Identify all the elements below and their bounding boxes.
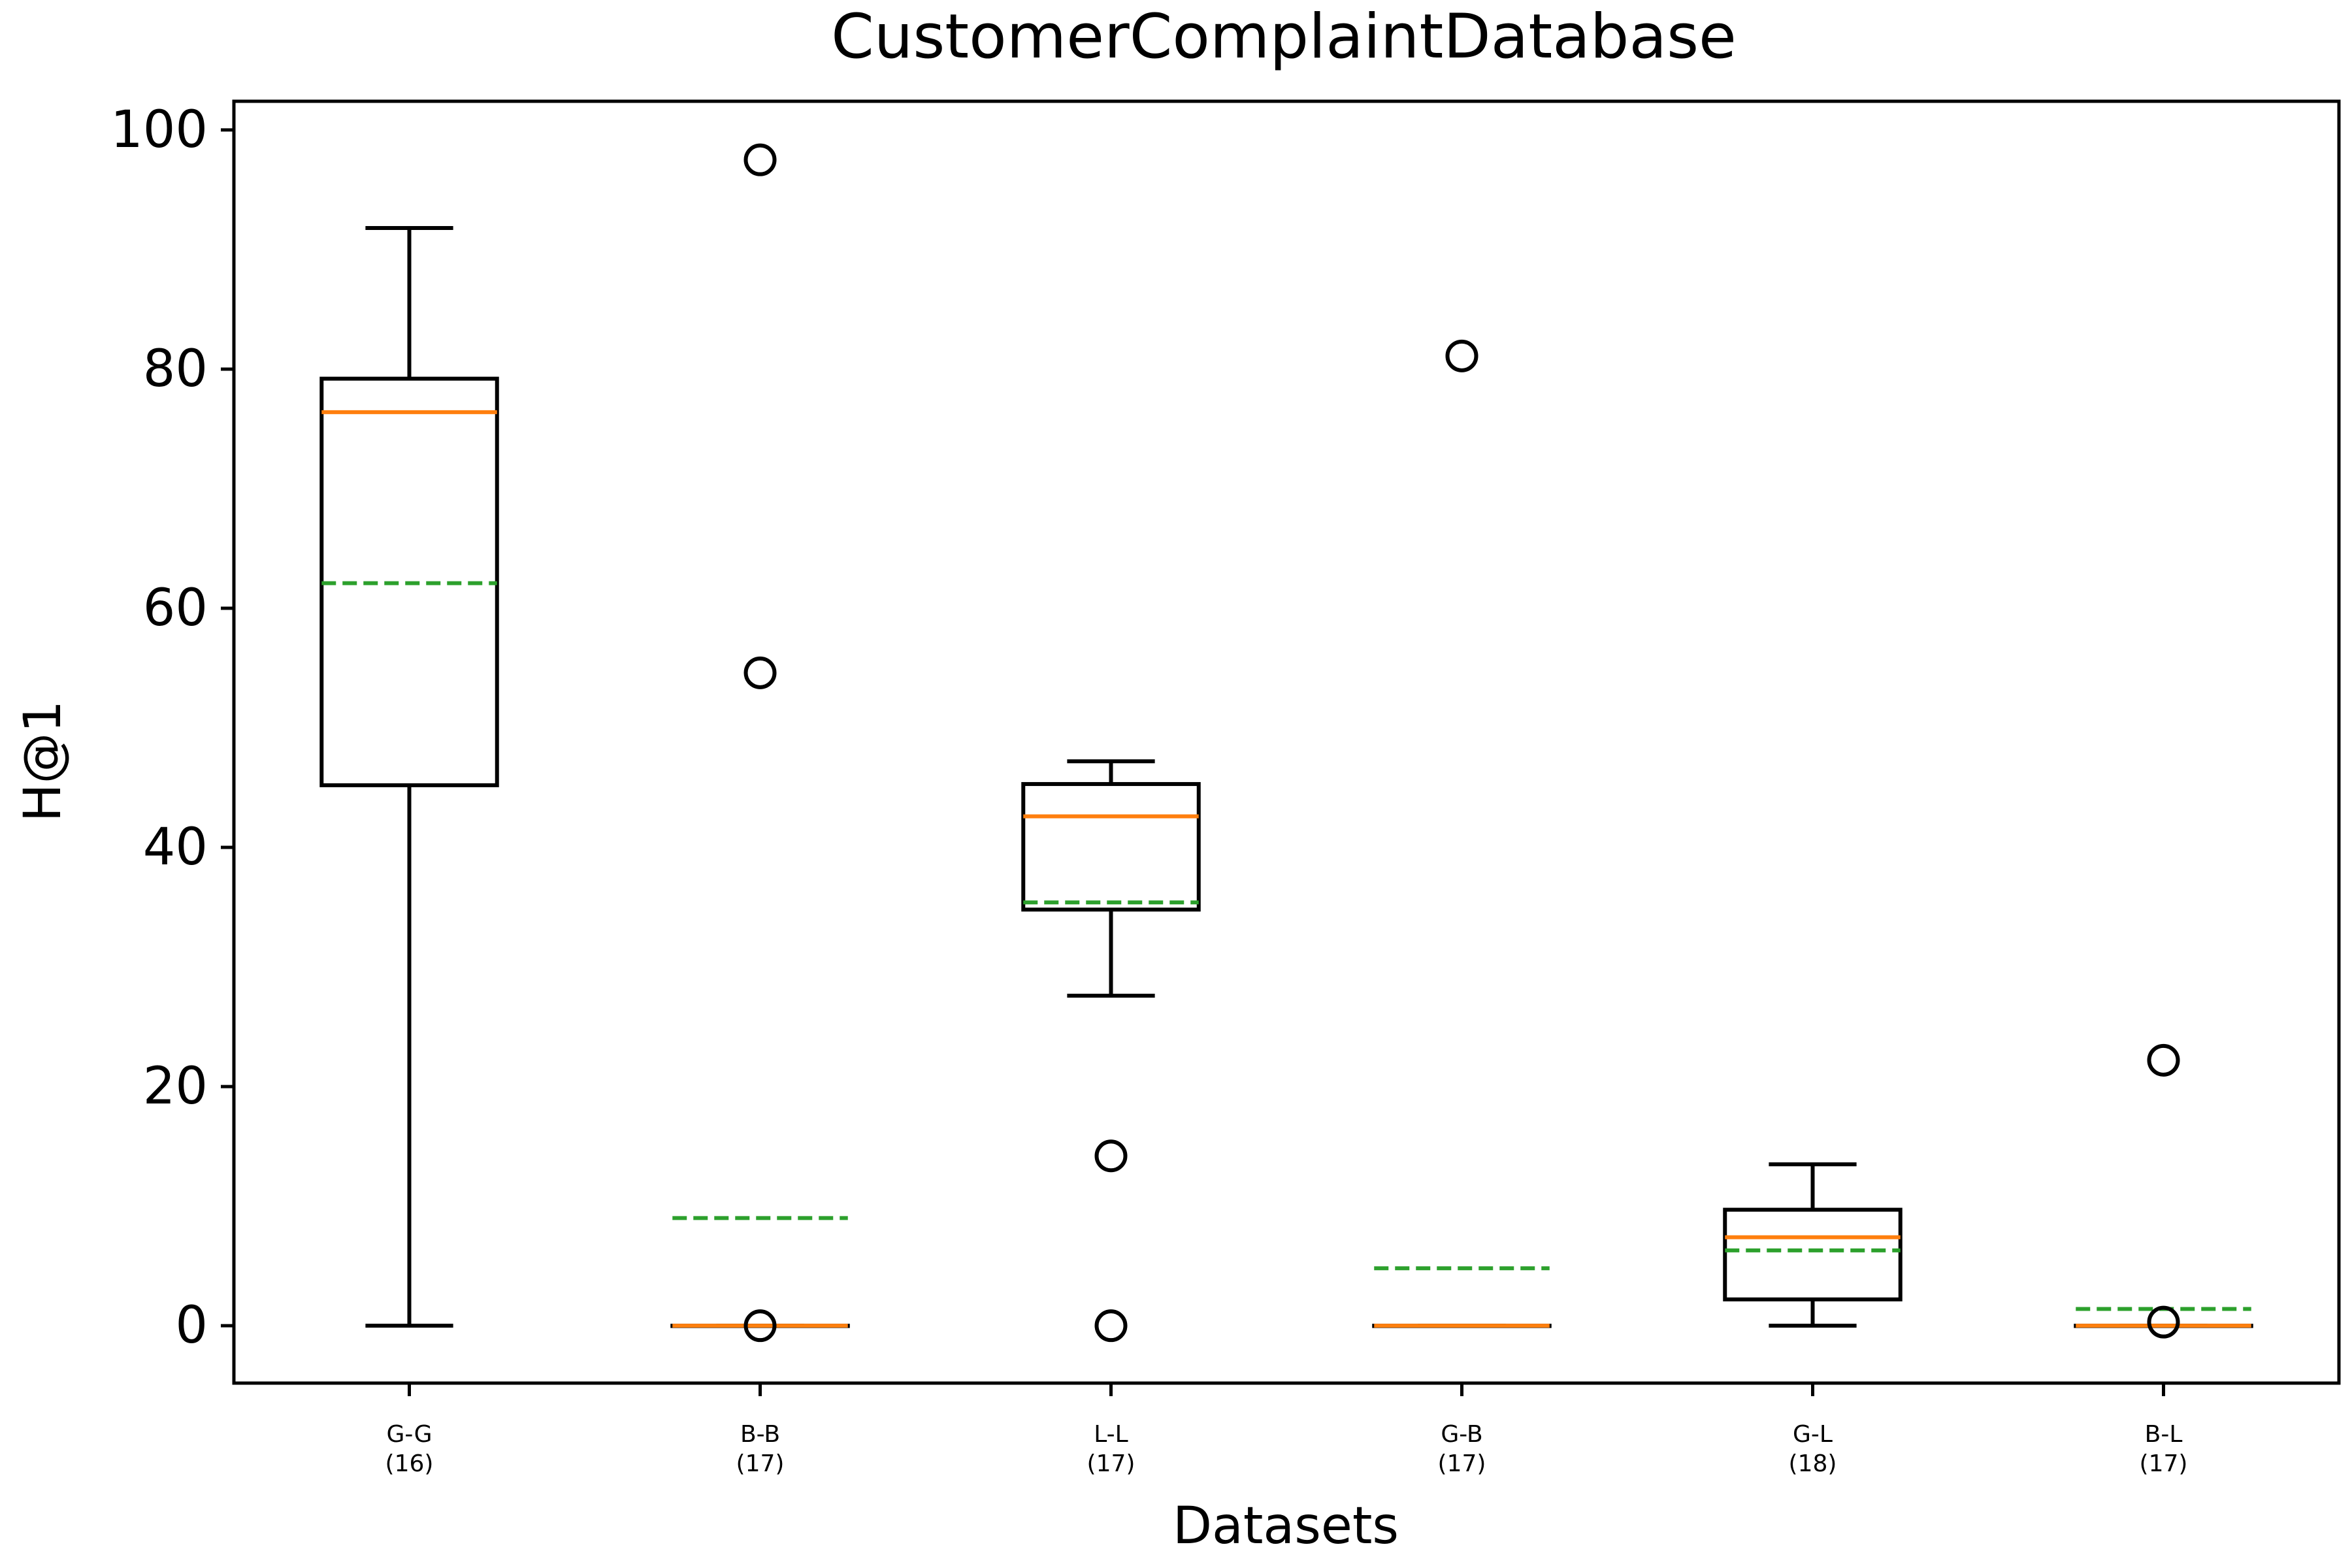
box-group-l-l [1021,759,1201,1343]
x-tick-label-name: G-B [1441,1421,1482,1448]
box-group-g-l [1723,1162,1903,1328]
x-tick-label-name: B-B [740,1421,780,1448]
outlier-point [1445,339,1478,372]
box [1723,1207,1903,1301]
x-tick-label-count: (18) [1789,1450,1837,1477]
x-tick-label-count: (17) [2140,1450,2188,1477]
plot-area: 020406080100G-G(16)B-B(17)L-L(17)G-B(17)… [110,101,2253,1477]
box-group-b-b [670,143,850,1343]
outlier-point [2147,1043,2180,1077]
y-tick-label: 60 [143,579,208,638]
axes-frame [232,99,2341,1385]
outlier-point [743,143,777,176]
x-tick-label-count: (17) [736,1450,785,1477]
outlier-point [2147,1305,2180,1339]
y-tick-label: 100 [110,101,208,159]
y-axis-label: H@1 [14,700,73,822]
x-tick-label-name: L-L [1094,1421,1128,1448]
outlier-point [743,656,777,689]
x-tick-label-count: (17) [1438,1450,1486,1477]
y-tick-label: 0 [175,1296,208,1355]
box-group-g-g [319,226,499,1328]
y-tick-label: 20 [143,1057,208,1116]
x-tick-label-count: (16) [385,1450,434,1477]
outlier-point [1094,1309,1128,1343]
x-tick-label-name: G-G [386,1421,432,1448]
x-tick-label-count: (17) [1087,1450,1135,1477]
outlier-point [1094,1139,1128,1173]
box [1021,782,1201,912]
y-tick-label: 40 [143,818,208,877]
box-group-b-l [2074,1043,2253,1339]
x-tick-label-name: G-L [1793,1421,1833,1448]
y-tick-label: 80 [143,340,208,399]
x-axis-label: Datasets [1173,1497,1399,1556]
box-group-g-b [1372,339,1552,1328]
outlier-point [743,1309,777,1343]
chart-title: CustomerComplaintDatabase [831,1,1737,73]
x-tick-label-name: B-L [2145,1421,2183,1448]
